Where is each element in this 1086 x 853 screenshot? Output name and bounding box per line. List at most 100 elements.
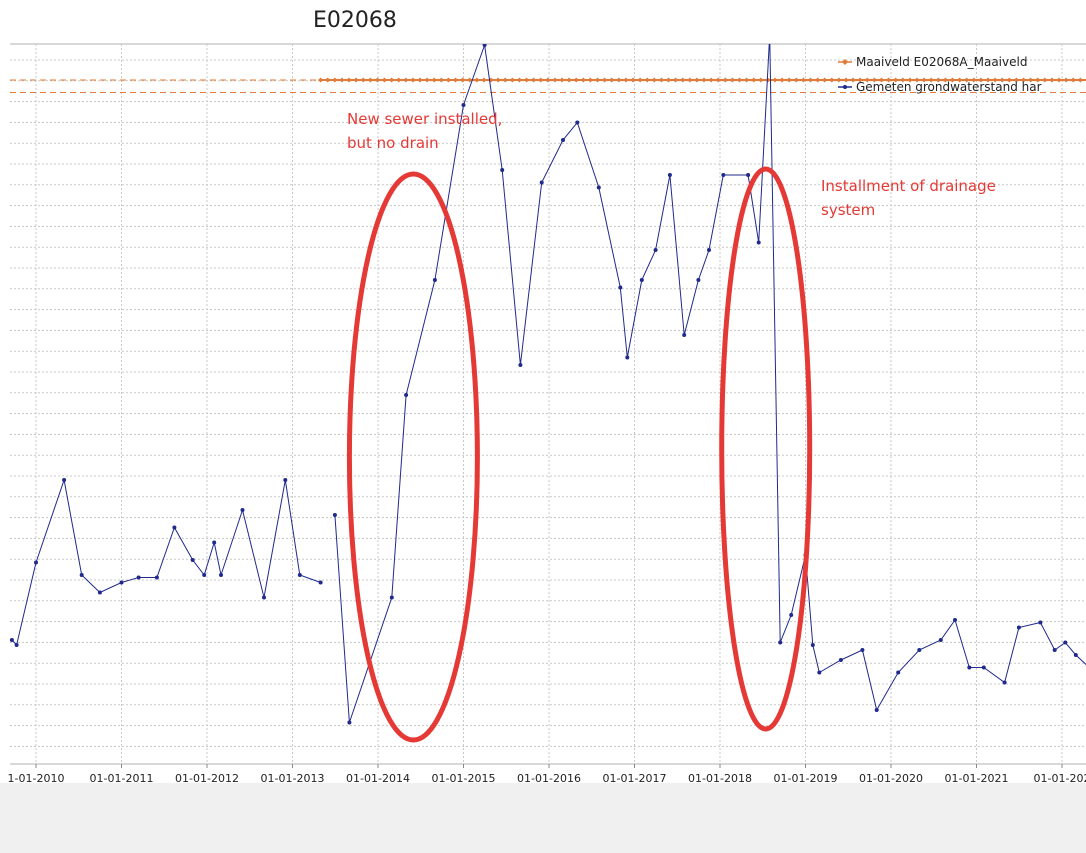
- x-tick-label: 01-01-2020: [859, 772, 923, 785]
- grondwater-point: [97, 590, 102, 595]
- grondwater-point: [332, 513, 337, 517]
- maaiveld-point: [424, 77, 430, 83]
- maaiveld-point: [772, 77, 778, 83]
- grondwater-point: [202, 573, 207, 577]
- x-tick-label: 01-01-2011: [90, 772, 154, 785]
- grondwater-point: [967, 665, 972, 670]
- grondwater-point: [119, 580, 124, 585]
- maaiveld-point: [800, 77, 806, 83]
- maaiveld-point: [438, 77, 444, 83]
- maaiveld-point: [829, 77, 835, 83]
- maaiveld-point: [864, 77, 870, 83]
- maaiveld-point: [879, 77, 884, 83]
- maaiveld-point: [850, 77, 856, 83]
- grondwater-point: [938, 638, 943, 642]
- annotation-text: Installment of drainage: [821, 177, 996, 195]
- maaiveld-point: [900, 77, 906, 83]
- grondwater-point: [432, 278, 437, 282]
- maaiveld-point: [360, 77, 366, 83]
- x-tick-label: 01-01-202: [1034, 772, 1086, 785]
- maaiveld-point: [694, 77, 700, 83]
- grondwater-point: [667, 173, 672, 177]
- annotation-ellipse: [346, 171, 480, 743]
- grondwater-point: [62, 478, 67, 482]
- maaiveld-point: [992, 77, 998, 83]
- maaiveld-point: [914, 77, 920, 83]
- maaiveld-point: [1070, 77, 1076, 83]
- maaiveld-point: [516, 77, 522, 83]
- maaiveld-point: [460, 77, 466, 83]
- maaiveld-point: [1013, 77, 1019, 83]
- grondwater-point: [482, 44, 487, 47]
- grondwater-point: [707, 248, 711, 252]
- grondwater-point: [639, 278, 644, 282]
- maaiveld-point: [587, 77, 593, 83]
- grondwater-point: [575, 120, 580, 125]
- grondwater-point: [768, 33, 772, 37]
- maaiveld-point: [715, 77, 721, 83]
- maaiveld-point: [751, 77, 757, 83]
- grondwater-point: [539, 180, 544, 185]
- maaiveld-point: [1056, 77, 1062, 83]
- maaiveld-point: [950, 77, 955, 83]
- x-tick-label: 01-01-2019: [774, 772, 838, 785]
- maaiveld-point: [815, 77, 821, 83]
- maaiveld-point: [644, 77, 650, 83]
- grondwater-point: [297, 573, 302, 577]
- maaiveld-point: [793, 77, 799, 83]
- grondwater-point: [817, 670, 822, 675]
- maaiveld-point: [318, 77, 324, 83]
- maaiveld-point: [637, 77, 643, 83]
- maaiveld-point: [1049, 77, 1055, 83]
- maaiveld-point: [942, 77, 948, 83]
- maaiveld-point: [808, 77, 813, 83]
- grondwater-point: [14, 643, 19, 647]
- grondwater-point: [389, 595, 394, 600]
- grondwater-point: [625, 355, 630, 360]
- maaiveld-point: [1063, 77, 1069, 83]
- maaiveld-point: [729, 77, 735, 83]
- grondwater-point: [219, 573, 223, 577]
- grondwater-point: [172, 525, 177, 530]
- grondwater-point: [1002, 680, 1007, 685]
- maaiveld-point: [822, 77, 828, 83]
- maaiveld-point: [985, 77, 991, 83]
- maaiveld-point: [651, 77, 657, 83]
- grondwater-point: [461, 103, 466, 107]
- maaiveld-point: [957, 77, 963, 83]
- maaiveld-point: [403, 77, 409, 83]
- grondwater-line: [11, 478, 321, 647]
- legend-label: Gemeten grondwaterstand har: [856, 80, 1042, 94]
- series-layer: [9, 33, 1086, 725]
- maaiveld-point: [566, 77, 572, 83]
- maaiveld-point: [836, 77, 842, 83]
- maaiveld-point: [1035, 77, 1041, 83]
- x-tick-label: 01-01-2015: [432, 772, 496, 785]
- grondwater-point: [347, 720, 352, 725]
- maaiveld-point: [1042, 77, 1048, 83]
- maaiveld-point: [744, 77, 750, 83]
- grondwater-point: [682, 333, 687, 337]
- maaiveld-point: [580, 77, 586, 83]
- annotation-text: but no drain: [347, 134, 439, 152]
- maaiveld-point: [1006, 77, 1012, 83]
- grondwater-point: [1016, 625, 1021, 630]
- maaiveld-point: [339, 77, 345, 83]
- grondwater-point: [154, 575, 159, 580]
- maaiveld-point: [559, 77, 565, 83]
- maaiveld-point: [680, 77, 686, 83]
- grondwater-point: [136, 575, 141, 580]
- maaiveld-point: [325, 77, 331, 83]
- grondwater-series: [9, 33, 1086, 725]
- maaiveld-point: [935, 77, 941, 83]
- x-axis-ticks: 1-01-2010 01-01-2011 01-01-2012 01-01-2013 0…: [8, 764, 1086, 785]
- maaiveld-point: [1021, 77, 1026, 83]
- maaiveld-point: [353, 77, 359, 83]
- grondwater-point: [810, 643, 815, 647]
- grondwater-point: [896, 670, 901, 675]
- legend-dot-icon: [843, 85, 847, 89]
- grondwater-point: [953, 618, 957, 622]
- maaiveld-point: [857, 77, 863, 83]
- x-tick-label: 01-01-2018: [688, 772, 752, 785]
